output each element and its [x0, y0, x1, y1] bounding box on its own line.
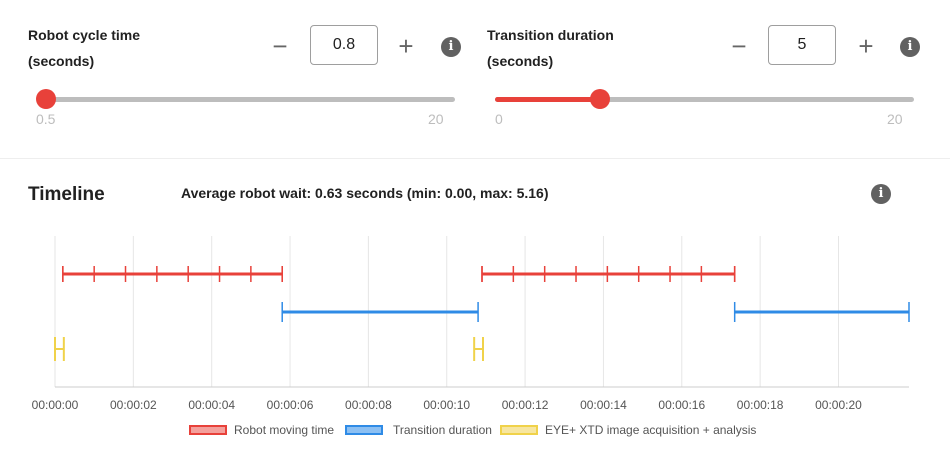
slider-max-label: 20 — [887, 111, 903, 127]
legend-swatch — [189, 425, 227, 435]
legend-swatch — [345, 425, 383, 435]
legend-label: Robot moving time — [234, 423, 335, 437]
transition-duration-label: Transition duration (seconds) — [487, 22, 627, 74]
x-tick-label: 00:00:10 — [423, 398, 470, 412]
decrement-button[interactable]: − — [731, 31, 747, 61]
transition-duration-slider[interactable] — [495, 89, 914, 109]
robot-cycle-time-panel: Robot cycle time (seconds) − 0.8 + i 0.5… — [0, 0, 475, 160]
increment-button[interactable]: + — [858, 31, 874, 61]
average-robot-wait: Average robot wait: 0.63 seconds (min: 0… — [181, 185, 549, 201]
x-tick-label: 00:00:00 — [32, 398, 79, 412]
x-tick-label: 00:00:04 — [188, 398, 235, 412]
x-tick-label: 00:00:20 — [815, 398, 862, 412]
info-icon[interactable]: i — [871, 184, 891, 204]
x-tick-label: 00:00:14 — [580, 398, 627, 412]
robot-cycle-time-input[interactable]: 0.8 — [310, 25, 378, 65]
x-tick-label: 00:00:18 — [737, 398, 784, 412]
slider-fill — [495, 97, 600, 102]
increment-button[interactable]: + — [398, 31, 414, 61]
timeline-title: Timeline — [28, 184, 105, 205]
slider-max-label: 20 — [428, 111, 444, 127]
robot-cycle-time-title: Robot cycle time — [28, 27, 141, 43]
x-tick-label: 00:00:12 — [502, 398, 549, 412]
slider-min-label: 0 — [495, 111, 503, 127]
transition-duration-input[interactable]: 5 — [768, 25, 836, 65]
slider-thumb[interactable] — [589, 89, 610, 109]
robot-cycle-time-slider[interactable] — [36, 89, 455, 109]
info-icon[interactable]: i — [441, 37, 461, 57]
x-tick-label: 00:00:16 — [658, 398, 705, 412]
x-tick-label: 00:00:08 — [345, 398, 392, 412]
x-tick-label: 00:00:02 — [110, 398, 157, 412]
transition-duration-panel: Transition duration (seconds) − 5 + i 0 … — [475, 0, 950, 160]
legend-label: Transition duration — [393, 423, 492, 437]
section-divider — [0, 158, 950, 159]
timeline-chart: 00:00:00 00:00:02 00:00:04 00:00:06 00:00:08… — [32, 236, 910, 412]
x-tick-label: 00:00:06 — [267, 398, 314, 412]
transition-duration-unit: (seconds) — [487, 53, 554, 69]
legend-swatch — [500, 425, 538, 435]
robot-cycle-time-label: Robot cycle time (seconds) — [28, 22, 168, 74]
robot-cycle-time-unit: (seconds) — [28, 53, 95, 69]
slider-min-label: 0.5 — [36, 111, 56, 127]
info-icon[interactable]: i — [900, 37, 920, 57]
chart-legend: Robot moving time Transition duration EY… — [0, 422, 950, 442]
slider-thumb[interactable] — [36, 89, 57, 109]
legend-label: EYE+ XTD image acquisition + analysis — [545, 423, 757, 437]
decrement-button[interactable]: − — [272, 31, 288, 61]
transition-duration-title: Transition duration — [487, 27, 614, 43]
